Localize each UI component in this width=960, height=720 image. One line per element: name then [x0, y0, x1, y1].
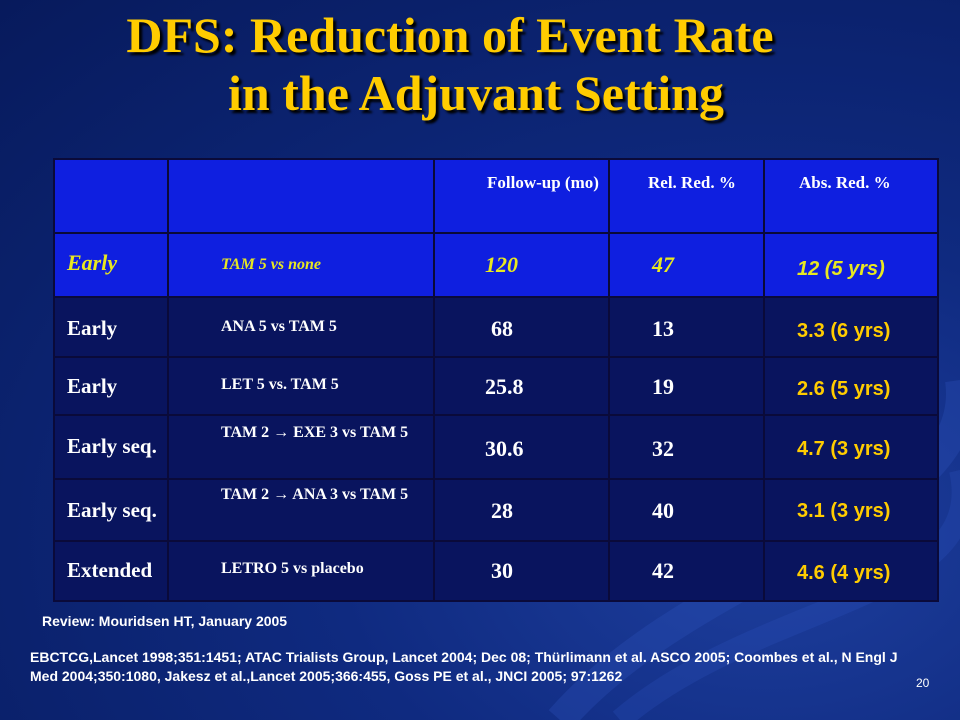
row-abs-red: 4.7 (3 yrs): [797, 438, 891, 460]
row-rel-red: 42: [652, 558, 674, 583]
row-followup: 120: [485, 252, 518, 277]
header-rel-red: Rel. Red. %: [608, 158, 765, 234]
row-abs-red: 3.3 (6 yrs): [797, 320, 891, 342]
row-followup: 28: [491, 498, 513, 523]
row-category: Early seq.: [67, 434, 157, 458]
row-category: Early seq.: [67, 498, 157, 522]
row-abs-red: 4.6 (4 yrs): [797, 562, 891, 584]
row-treatment: TAM 2 → EXE 3 vs TAM 5: [221, 424, 409, 441]
row-rel-red: 19: [652, 374, 674, 399]
row-abs-red: 12 (5 yrs): [797, 258, 885, 280]
table-header-row: Follow-up (mo) Rel. Red. % Abs. Red. %: [53, 158, 939, 234]
row-category: Early: [67, 374, 118, 398]
row-treatment: ANA 5 vs TAM 5: [221, 318, 337, 335]
row-rel-red: 32: [652, 436, 674, 461]
row-category: Early: [67, 250, 118, 275]
header-abs-red: Abs. Red. %: [763, 158, 939, 234]
row-category: Extended: [67, 558, 153, 582]
row-rel-red: 47: [652, 252, 674, 277]
header-followup: Follow-up (mo): [433, 158, 610, 234]
table-row: Early seq. TAM 2 → ANA 3 vs TAM 5 28 40 …: [53, 478, 939, 542]
header-cell-empty-1: [53, 158, 169, 234]
row-followup: 30: [491, 558, 513, 583]
row-abs-red: 3.1 (3 yrs): [797, 500, 891, 522]
table-row: Early LET 5 vs. TAM 5 25.8 19 2.6 (5 yrs…: [53, 356, 939, 416]
header-cell-empty-2: [167, 158, 435, 234]
row-treatment: TAM 2 → ANA 3 vs TAM 5: [221, 486, 409, 503]
title-line-1: DFS: Reduction of Event Rate: [126, 7, 774, 63]
page-number: 20: [916, 676, 930, 690]
row-treatment: TAM 5 vs none: [221, 256, 322, 273]
results-table: Follow-up (mo) Rel. Red. % Abs. Red. % E…: [53, 158, 939, 602]
slide-title: DFS: Reduction of Event Rate in the Adju…: [0, 6, 960, 122]
row-category: Early: [67, 316, 118, 340]
table-row: Extended LETRO 5 vs placebo 30 42 4.6 (4…: [53, 540, 939, 602]
row-treatment: LETRO 5 vs placebo: [221, 560, 364, 577]
table-row: Early seq. TAM 2 → EXE 3 vs TAM 5 30.6 3…: [53, 414, 939, 480]
row-treatment: LET 5 vs. TAM 5: [221, 376, 339, 393]
review-citation: Review: Mouridsen HT, January 2005: [42, 613, 288, 629]
row-followup: 25.8: [485, 374, 524, 399]
table-row: Early TAM 5 vs none 120 47 12 (5 yrs): [53, 232, 939, 298]
row-followup: 68: [491, 316, 513, 341]
references-text: EBCTCG,Lancet 1998;351:1451; ATAC Triali…: [30, 649, 898, 684]
title-line-2: in the Adjuvant Setting: [228, 65, 724, 121]
row-followup: 30.6: [485, 436, 524, 461]
row-abs-red: 2.6 (5 yrs): [797, 378, 891, 400]
table-row: Early ANA 5 vs TAM 5 68 13 3.3 (6 yrs): [53, 296, 939, 358]
row-rel-red: 13: [652, 316, 674, 341]
row-rel-red: 40: [652, 498, 674, 523]
